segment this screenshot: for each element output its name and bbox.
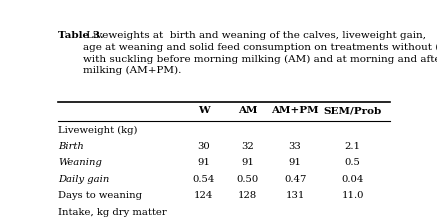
Text: Table 3.: Table 3. xyxy=(58,31,104,40)
Text: AM: AM xyxy=(238,106,257,115)
Text: AM+PM: AM+PM xyxy=(271,106,319,115)
Text: Liveweight (kg): Liveweight (kg) xyxy=(58,125,138,135)
Text: 0.5: 0.5 xyxy=(345,158,361,167)
Text: 128: 128 xyxy=(238,191,257,200)
Text: 11.0: 11.0 xyxy=(341,191,364,200)
Text: 0.54: 0.54 xyxy=(192,175,215,184)
Text: Intake, kg dry matter: Intake, kg dry matter xyxy=(58,208,167,217)
Text: Weaning: Weaning xyxy=(58,158,102,167)
Text: 32: 32 xyxy=(241,142,254,151)
Text: 91: 91 xyxy=(241,158,254,167)
Text: W: W xyxy=(198,106,209,115)
Text: 30: 30 xyxy=(197,142,210,151)
Text: 131: 131 xyxy=(285,191,305,200)
Text: Days to weaning: Days to weaning xyxy=(58,191,142,200)
Text: 124: 124 xyxy=(194,191,213,200)
Text: 2.1: 2.1 xyxy=(345,142,361,151)
Text: 0.04: 0.04 xyxy=(341,175,364,184)
Text: Birth: Birth xyxy=(58,142,84,151)
Text: 91: 91 xyxy=(289,158,302,167)
Text: 91: 91 xyxy=(197,158,210,167)
Text: Liveweights at  birth and weaning of the calves, liveweight gain,
age at weaning: Liveweights at birth and weaning of the … xyxy=(83,31,437,75)
Text: 33: 33 xyxy=(289,142,302,151)
Text: 0.47: 0.47 xyxy=(284,175,306,184)
Text: SEM/Prob: SEM/Prob xyxy=(323,106,382,115)
Text: Daily gain: Daily gain xyxy=(58,175,109,184)
Text: 0.50: 0.50 xyxy=(236,175,259,184)
